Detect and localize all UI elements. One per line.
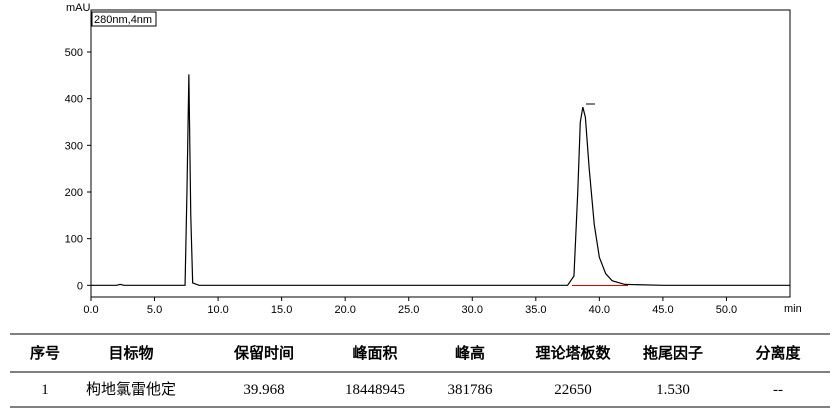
x-tick-label: 20.0 [334,304,355,316]
x-tick-label: 15.0 [271,304,292,316]
column-header: 目标物 [108,344,153,362]
table-cell: 枸地氯雷他定 [86,381,176,398]
x-tick-label: 10.0 [207,304,228,316]
y-tick-label: 200 [65,187,83,199]
column-header: 拖尾因子 [643,344,703,362]
x-tick-label: 45.0 [652,304,673,316]
table-cell: 1.530 [656,382,690,398]
x-axis-label: min [784,303,802,315]
column-header: 序号 [30,344,60,362]
x-tick-label: 50.0 [716,304,737,316]
table-cell: 18448945 [345,382,405,398]
y-tick-label: 0 [77,280,83,292]
table-cell: 22650 [554,382,592,398]
table-cell: 381786 [448,382,494,398]
annotation-box [91,11,157,27]
table-cell: 39.968 [243,382,284,398]
column-header: 峰面积 [352,344,397,362]
table-cell: 1 [41,382,49,398]
x-tick-label: 30.0 [462,304,483,316]
plot-frame [90,9,791,298]
annotation: 280nm,4nm [94,14,152,26]
x-tick-label: 5.0 [147,304,162,316]
y-tick-label: 400 [65,94,83,106]
chromatogram-line [91,74,790,286]
x-tick-label: 35.0 [525,304,546,316]
column-header: 分离度 [755,344,801,362]
table: 序号 目标物 保留时间 峰面积 峰高 理论塔板数 拖尾因子 分离度 1 枸地氯雷他定 39.968 1… [10,333,830,408]
table-cell: -- [773,382,783,398]
y-axis-label: mAU [66,2,91,14]
y-tick-label: 100 [65,234,83,246]
y-tick-label: 300 [65,140,83,152]
y-tick-label: 500 [65,47,83,59]
column-header: 峰高 [455,344,485,362]
x-tick-label: 0.0 [83,304,98,316]
x-tick-label: 25.0 [398,304,419,316]
column-header: 保留时间 [233,344,294,362]
column-header: 理论塔板数 [535,344,611,362]
x-tick-label: 40.0 [589,304,610,316]
